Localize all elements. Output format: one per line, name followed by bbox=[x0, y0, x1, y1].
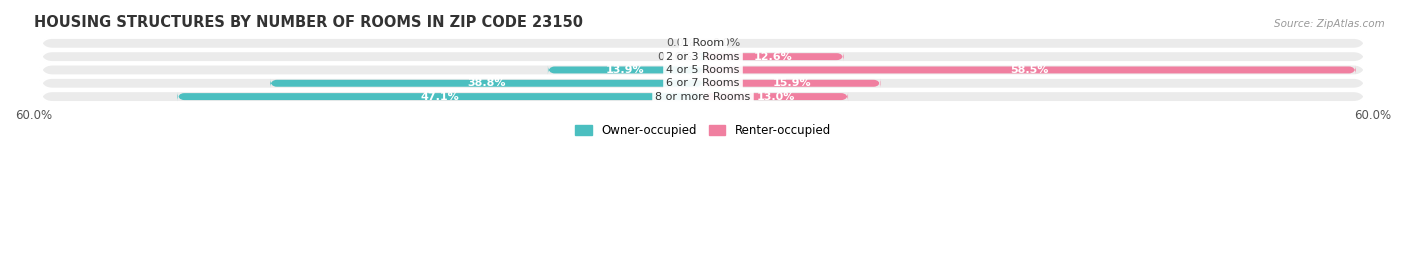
Text: 6 or 7 Rooms: 6 or 7 Rooms bbox=[666, 78, 740, 88]
FancyBboxPatch shape bbox=[703, 52, 844, 61]
Text: 15.9%: 15.9% bbox=[772, 78, 811, 88]
Text: 13.0%: 13.0% bbox=[756, 91, 794, 102]
FancyBboxPatch shape bbox=[39, 86, 1367, 107]
FancyBboxPatch shape bbox=[703, 65, 1355, 75]
FancyBboxPatch shape bbox=[696, 52, 707, 61]
FancyBboxPatch shape bbox=[39, 33, 1367, 54]
FancyBboxPatch shape bbox=[270, 79, 703, 88]
FancyBboxPatch shape bbox=[703, 79, 880, 88]
Text: 8 or more Rooms: 8 or more Rooms bbox=[655, 91, 751, 102]
Text: HOUSING STRUCTURES BY NUMBER OF ROOMS IN ZIP CODE 23150: HOUSING STRUCTURES BY NUMBER OF ROOMS IN… bbox=[34, 15, 582, 30]
FancyBboxPatch shape bbox=[703, 92, 848, 101]
Text: 0.0%: 0.0% bbox=[666, 38, 695, 48]
Text: 12.6%: 12.6% bbox=[754, 52, 793, 62]
FancyBboxPatch shape bbox=[39, 46, 1367, 67]
FancyBboxPatch shape bbox=[39, 59, 1367, 80]
Text: 13.9%: 13.9% bbox=[606, 65, 645, 75]
Legend: Owner-occupied, Renter-occupied: Owner-occupied, Renter-occupied bbox=[571, 119, 835, 141]
Text: 4 or 5 Rooms: 4 or 5 Rooms bbox=[666, 65, 740, 75]
Text: 38.8%: 38.8% bbox=[467, 78, 506, 88]
Text: 0.16%: 0.16% bbox=[657, 52, 692, 62]
Text: 2 or 3 Rooms: 2 or 3 Rooms bbox=[666, 52, 740, 62]
Text: 47.1%: 47.1% bbox=[420, 91, 460, 102]
Text: Source: ZipAtlas.com: Source: ZipAtlas.com bbox=[1274, 19, 1385, 29]
Text: 58.5%: 58.5% bbox=[1010, 65, 1049, 75]
Text: 0.0%: 0.0% bbox=[711, 38, 740, 48]
FancyBboxPatch shape bbox=[177, 92, 703, 101]
Text: 1 Room: 1 Room bbox=[682, 38, 724, 48]
FancyBboxPatch shape bbox=[39, 73, 1367, 94]
FancyBboxPatch shape bbox=[548, 65, 703, 75]
